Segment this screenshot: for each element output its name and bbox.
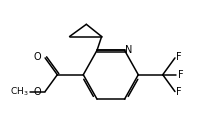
Text: CH$_3$: CH$_3$	[10, 85, 28, 98]
Text: F: F	[178, 70, 184, 80]
Text: F: F	[176, 52, 182, 62]
Text: N: N	[125, 44, 132, 54]
Text: O: O	[34, 86, 41, 97]
Text: O: O	[34, 52, 41, 62]
Text: F: F	[176, 87, 182, 97]
